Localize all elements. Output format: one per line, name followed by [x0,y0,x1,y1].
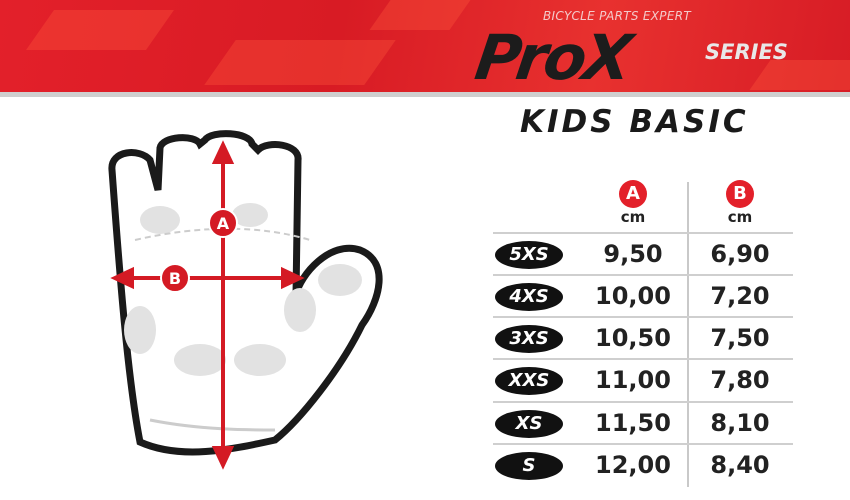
value-a: 10,00 [595,282,671,310]
value-a: 12,00 [595,451,671,479]
value-b: 8,10 [710,409,770,437]
table-row: XS 11,50 8,10 [493,401,793,445]
value-b: 7,20 [710,282,770,310]
page-title: KIDS BASIC [520,104,749,140]
column-header-a: A cm [593,180,673,226]
glove-diagram: A B [108,130,383,470]
value-a: 10,50 [595,324,671,352]
table-row: XXS 11,00 7,80 [493,358,793,402]
table-row: 3XS 10,50 7,50 [493,316,793,360]
value-a: 11,50 [595,409,671,437]
value-b: 7,80 [710,366,770,394]
table-row: 4XS 10,00 7,20 [493,274,793,318]
column-divider [687,182,689,487]
value-b: 6,90 [710,240,770,268]
size-badge: 3XS [495,325,563,353]
value-b: 7,50 [710,324,770,352]
size-badge: 4XS [495,283,563,311]
label-a: A [217,214,230,233]
column-header-b: B cm [700,180,780,226]
value-a: 9,50 [603,240,663,268]
size-badge: S [495,452,563,480]
value-a: 11,00 [595,366,671,394]
column-a-unit: cm [620,208,646,226]
brand-banner [0,0,850,92]
size-badge: 5XS [495,241,563,269]
brand-logo: ProX [470,21,634,94]
table-row: 5XS 9,50 6,90 [493,232,793,276]
divider [0,92,850,97]
column-b-badge: B [726,180,754,208]
table-row: S 12,00 8,40 [493,443,793,487]
label-b-badge [160,263,190,293]
label-a-badge [208,208,238,238]
glove-outline [108,130,383,456]
column-b-unit: cm [727,208,753,226]
size-badge: XXS [495,367,563,395]
label-b: B [169,269,181,288]
brand-tagline: BICYCLE PARTS EXPERT [543,9,691,23]
value-b: 8,40 [710,451,770,479]
size-badge: XS [495,410,563,438]
column-a-badge: A [619,180,647,208]
brand-series: SERIES [705,40,788,64]
